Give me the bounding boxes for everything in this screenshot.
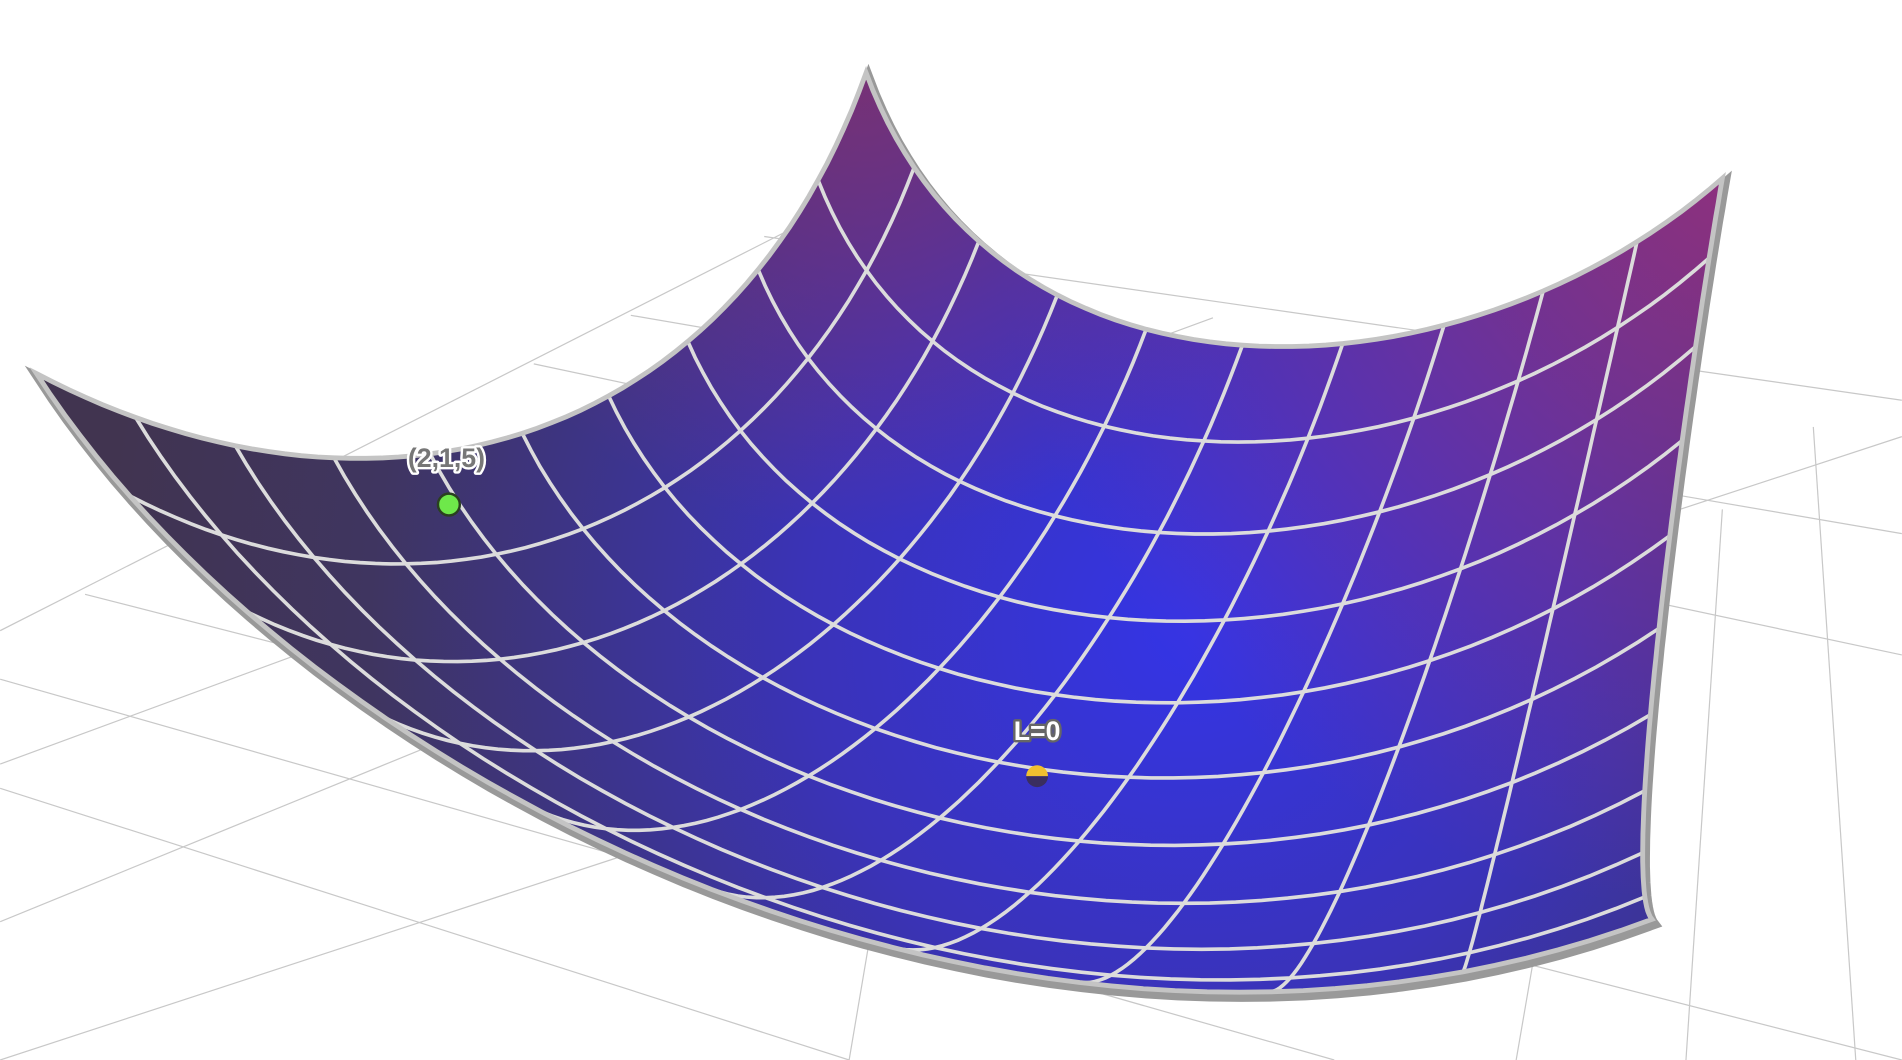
start-point [436, 492, 462, 517]
surface-tint [36, 72, 1723, 993]
surface-grid-line [891, 342, 1345, 952]
surface-grid-line [710, 344, 1245, 900]
minimum-point-shadow [1026, 776, 1049, 788]
surface-grid-line [606, 395, 1671, 705]
markers: (2,1,5) L=0 [405, 441, 1063, 788]
surface-grid-line [816, 179, 1711, 444]
surface [24, 63, 1732, 1002]
point-label: L=0 [1014, 716, 1061, 746]
surface-grid-line [1461, 241, 1639, 973]
surface-border [29, 65, 1726, 995]
surface-grid-line [1079, 324, 1446, 985]
surface-grid-line [756, 268, 1697, 536]
minimum-point [1026, 765, 1049, 777]
surface-grid-line [1270, 290, 1545, 994]
surface-grid-line [686, 340, 1684, 624]
point-label: (2,1,5) [408, 443, 485, 473]
